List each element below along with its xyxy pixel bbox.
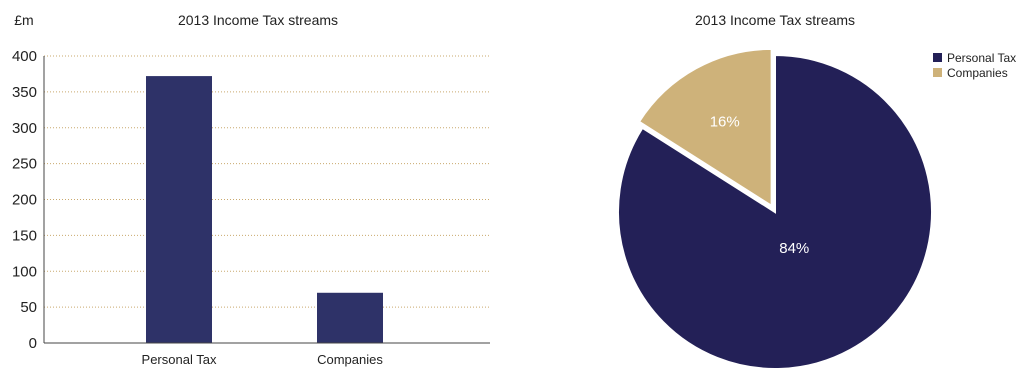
legend-label: Companies <box>947 66 1008 80</box>
bar-chart: 2013 Income Tax streams £m 0 50 100 150 200 2… <box>12 12 490 367</box>
y-tick-label: 50 <box>20 299 37 316</box>
y-tick-label: 100 <box>12 263 37 280</box>
pie-slice-label: 84% <box>779 240 809 257</box>
pie-chart: 2013 Income Tax streams 84% 16% Personal … <box>617 12 1016 369</box>
legend-swatch <box>933 68 942 77</box>
y-tick-labels: 0 50 100 150 200 250 300 350 400 <box>12 48 37 352</box>
bar-gridlines <box>44 55 490 308</box>
pie-slice-labels: 84% 16% <box>710 114 810 257</box>
y-tick-label: 200 <box>12 192 37 209</box>
x-tick-label: Companies <box>317 352 383 367</box>
y-tick-label: 150 <box>12 227 37 244</box>
bar-companies <box>317 292 383 343</box>
pie-chart-title: 2013 Income Tax streams <box>695 12 855 28</box>
pie-slice-personal-tax <box>617 53 933 369</box>
bar-personal-tax <box>146 76 212 343</box>
pie-slice-companies <box>637 47 773 208</box>
pie-slice-label: 16% <box>710 114 740 131</box>
y-tick-label: 400 <box>12 48 37 65</box>
bar-chart-title: 2013 Income Tax streams <box>178 12 338 28</box>
x-tick-label: Personal Tax <box>142 352 217 367</box>
legend-label: Personal Tax <box>947 51 1016 65</box>
y-tick-label: 350 <box>12 84 37 101</box>
pie-slices <box>617 47 933 369</box>
bars <box>146 76 383 343</box>
y-tick-label: 300 <box>12 120 37 137</box>
y-axis-label: £m <box>14 12 33 28</box>
y-tick-label: 0 <box>29 335 37 352</box>
x-tick-labels: Personal Tax Companies <box>142 352 384 367</box>
y-tick-label: 250 <box>12 156 37 173</box>
legend-swatch <box>933 53 942 62</box>
